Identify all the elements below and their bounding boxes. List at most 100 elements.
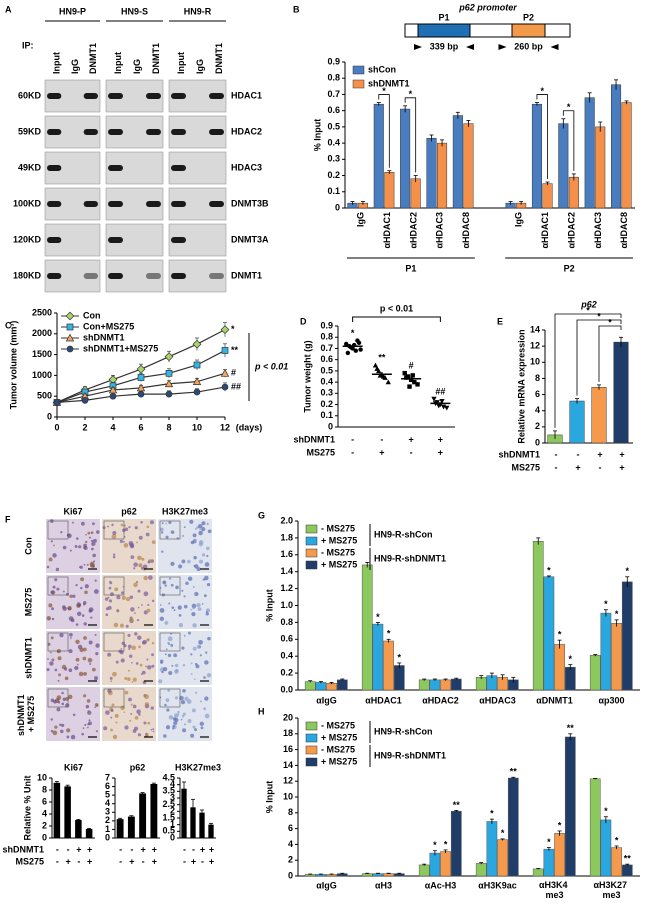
bar [429, 679, 441, 691]
bar [372, 623, 384, 691]
cell [69, 549, 72, 552]
bar [568, 176, 579, 209]
cell [50, 718, 54, 721]
x-tick-label: αHDAC2 [422, 695, 459, 705]
cell [105, 607, 109, 611]
y-tick-label: 3 [170, 792, 175, 802]
cell [58, 673, 62, 677]
cell [205, 651, 208, 654]
cell [147, 560, 151, 564]
cell [95, 530, 100, 534]
cell [206, 554, 209, 558]
panel-letter: H [258, 706, 265, 716]
significance: * [567, 102, 571, 112]
cell [107, 652, 112, 657]
condition-value: + [438, 447, 443, 457]
legend-label: - MS275 [321, 744, 355, 754]
ihc-row: shDNMT1 [23, 637, 33, 679]
condition-value: - [555, 449, 558, 459]
y-tick-label: 0.2 [280, 667, 293, 677]
cell [86, 563, 89, 566]
cell [168, 670, 173, 676]
cell [204, 562, 210, 567]
y-tick-label: 0.6 [320, 354, 333, 364]
legend-label: Con [83, 310, 101, 320]
y-tick-label: 4.5 [162, 772, 175, 782]
cell [116, 595, 121, 600]
inset [159, 576, 181, 596]
y-tick-label: 2 [105, 815, 110, 825]
cell [121, 595, 126, 600]
cell [150, 728, 153, 731]
bar [532, 541, 544, 691]
y-tick-label: 4 [42, 808, 47, 818]
point [444, 405, 450, 411]
condition-value: - [183, 856, 186, 866]
cell [87, 531, 91, 535]
cell [139, 663, 143, 667]
point [193, 361, 201, 369]
ihc-column: p62 [121, 506, 137, 516]
cell [94, 706, 96, 709]
condition-value: + [129, 856, 134, 866]
bar [475, 863, 487, 877]
cell [204, 575, 209, 581]
point [380, 373, 387, 379]
cell [94, 633, 97, 636]
text-line: αH3K27 [593, 880, 629, 890]
condition-value: + [209, 844, 214, 854]
cell [152, 728, 155, 731]
cell [204, 713, 210, 719]
cell [150, 706, 154, 710]
cell [48, 603, 53, 608]
x-tick-label: αH3K27 me3 [593, 880, 629, 900]
cell [161, 531, 164, 534]
cell [167, 689, 171, 692]
y-tick-label: 3.5 [162, 786, 175, 796]
cell [110, 716, 113, 719]
y-tick-label: 5 [105, 790, 110, 800]
condition-value: + [209, 856, 214, 866]
x-tick-label: 0 [54, 422, 59, 432]
cell [125, 624, 129, 628]
condition-name: shDNMT1 [293, 434, 335, 444]
cell [68, 649, 73, 654]
cell [193, 678, 196, 681]
y-tick-label: 16 [283, 744, 293, 754]
cell [159, 527, 164, 532]
ihc-column: Ki67 [63, 506, 82, 516]
ihc-column: H3K27me3 [162, 506, 208, 516]
cell [46, 565, 50, 569]
legend-label: shDNMT1 [368, 78, 410, 88]
cell [192, 533, 197, 538]
cell [151, 599, 155, 603]
cell [130, 712, 133, 715]
cell [134, 526, 138, 530]
condition-value: - [67, 844, 70, 854]
cell [56, 707, 61, 712]
cell [163, 734, 167, 738]
legend-group: HN9-R-shCon [374, 726, 433, 736]
cell [190, 540, 195, 545]
cell [82, 656, 87, 661]
x-tick-label: IgG [514, 212, 524, 227]
ip-label: IP: [22, 40, 34, 50]
bar [611, 84, 622, 209]
point [402, 370, 407, 376]
cell [111, 534, 117, 539]
cell [79, 566, 81, 568]
cell [206, 546, 210, 551]
bar [64, 786, 71, 838]
condition-value: - [599, 462, 602, 472]
cell [90, 547, 94, 551]
cell [127, 644, 132, 649]
cell [66, 735, 70, 739]
cell [79, 647, 84, 653]
cell [93, 538, 97, 543]
condition-value: - [183, 844, 186, 854]
condition-value: - [351, 434, 354, 444]
y-tick-label: 0 [105, 832, 110, 842]
significance: ** [624, 854, 632, 864]
bar [589, 655, 601, 691]
cell [173, 713, 179, 718]
